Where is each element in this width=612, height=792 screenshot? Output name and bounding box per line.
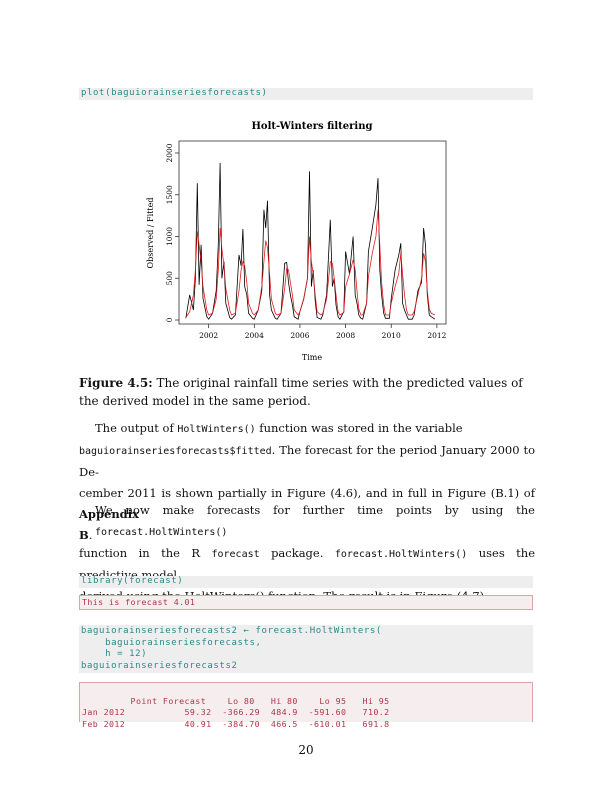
text: cember 2011 is shown partially in Figure… (79, 486, 535, 500)
caption-label: Figure 4.5: (79, 376, 153, 390)
code-library-call: library(forecast) (79, 576, 533, 588)
code-inline: forecast.HoltWinters() (334, 549, 468, 560)
code-inline: forecast.HoltWinters() (95, 527, 228, 538)
x-axis: 2002 2004 2006 2008 2010 2012 (199, 324, 447, 340)
x-axis-label: Time (302, 353, 322, 362)
text: The output of (95, 421, 178, 435)
paragraph-forecast: We now make forecasts for further time p… (79, 500, 535, 607)
chart-title: Holt-Winters filtering (251, 121, 372, 132)
code-inline: HoltWinters() (177, 424, 256, 435)
appendix-ref: B (79, 528, 89, 542)
x-tick-label: 2004 (245, 331, 264, 340)
text: . The forecast for the period January 20… (79, 443, 535, 479)
page-number: 20 (298, 743, 314, 757)
x-tick-label: 2012 (427, 331, 446, 340)
table-header: Point Forecast Lo 80 Hi 80 Lo 95 Hi 95 (82, 695, 390, 706)
code-inline: baguiorainseriesforecasts$fitted (79, 446, 272, 457)
code-forecast-call: baguiorainseriesforecasts2 ← forecast.Ho… (79, 625, 533, 673)
y-tick-label: 1000 (165, 227, 174, 246)
output-library: This is forecast 4.01 (79, 595, 533, 610)
table-row: Jan 2012 59.32 -366.29 484.9 -591.60 710… (82, 707, 390, 717)
x-tick-label: 2008 (336, 331, 355, 340)
text: We now make forecasts for further time p… (95, 503, 535, 517)
holt-winters-chart: Holt-Winters filtering 2002 2004 2006 2008 2… (146, 121, 447, 362)
y-tick-label: 1500 (165, 185, 174, 204)
x-tick-label: 2010 (382, 331, 401, 340)
y-axis-label: Observed / Fitted (146, 198, 155, 269)
output-forecast-table: Point Forecast Lo 80 Hi 80 Lo 95 Hi 95 Ja… (79, 682, 533, 729)
figure-caption: Figure 4.5: The original rainfall time s… (79, 374, 535, 410)
series-line-0 (185, 162, 436, 320)
series-line-1 (185, 209, 436, 318)
y-axis: 0 500 1000 1500 2000 (165, 143, 179, 322)
x-tick-label: 2002 (199, 331, 218, 340)
paragraph-output: The output of HoltWinters() function was… (79, 418, 535, 546)
text: package. (259, 546, 335, 560)
y-tick-label: 500 (165, 271, 174, 286)
code-plot-call: plot(baguiorainseriesforecasts) (79, 88, 533, 100)
x-tick-label: 2006 (290, 331, 309, 340)
text: . (88, 528, 93, 542)
appendix-ref: Appendix (79, 507, 139, 521)
series-group (185, 162, 436, 320)
text: function in the R (79, 546, 212, 560)
table-row: Feb 2012 40.91 -384.70 466.5 -610.01 691… (82, 718, 390, 729)
y-tick-label: 2000 (165, 143, 174, 162)
plot-frame (178, 140, 447, 325)
code-inline: forecast (211, 549, 260, 560)
caption-text: The original rainfall time series with t… (79, 376, 523, 408)
y-tick-label: 0 (165, 317, 174, 322)
text: function was stored in the variable (255, 421, 463, 435)
